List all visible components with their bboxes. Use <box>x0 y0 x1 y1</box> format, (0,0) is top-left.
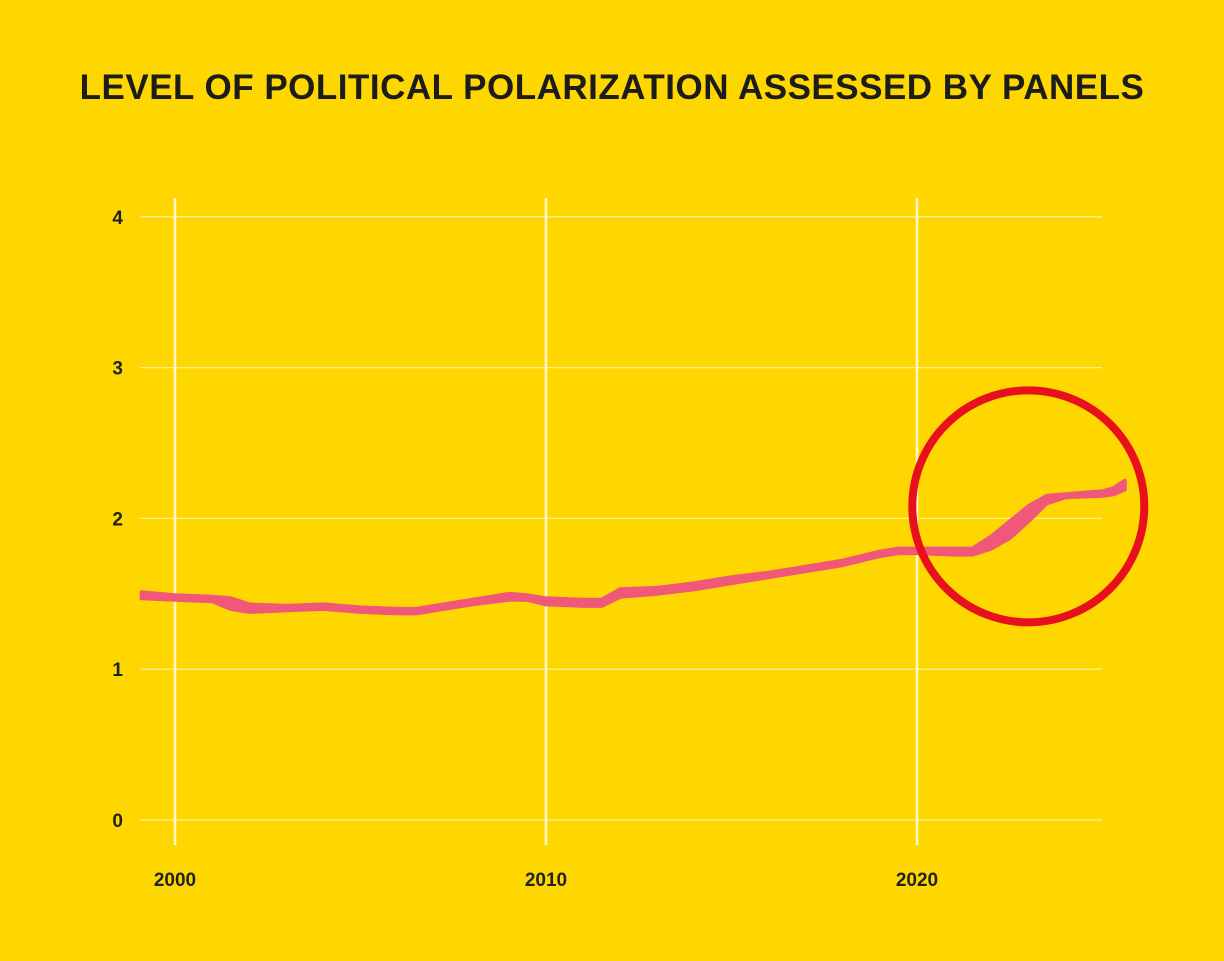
x-axis: 2000 2010 2020 <box>154 870 938 891</box>
x-tick-label: 2020 <box>896 870 938 891</box>
y-tick-label: 2 <box>112 509 123 530</box>
highlight-circle <box>908 386 1149 627</box>
grid-layer <box>140 198 1102 845</box>
chart-title: LEVEL OF POLITICAL POLARIZATION ASSESSED… <box>79 68 1145 107</box>
series-band-polarization <box>139 478 1127 616</box>
annotation-layer <box>908 386 1149 627</box>
x-tick-label: 2010 <box>525 870 567 891</box>
y-axis: 0 1 2 3 4 <box>112 208 123 832</box>
y-tick-label: 1 <box>112 660 123 681</box>
y-tick-label: 4 <box>112 208 123 229</box>
x-tick-label: 2000 <box>154 870 196 891</box>
series-layer <box>139 478 1127 616</box>
y-tick-label: 3 <box>112 359 123 380</box>
y-tick-label: 0 <box>112 811 123 832</box>
